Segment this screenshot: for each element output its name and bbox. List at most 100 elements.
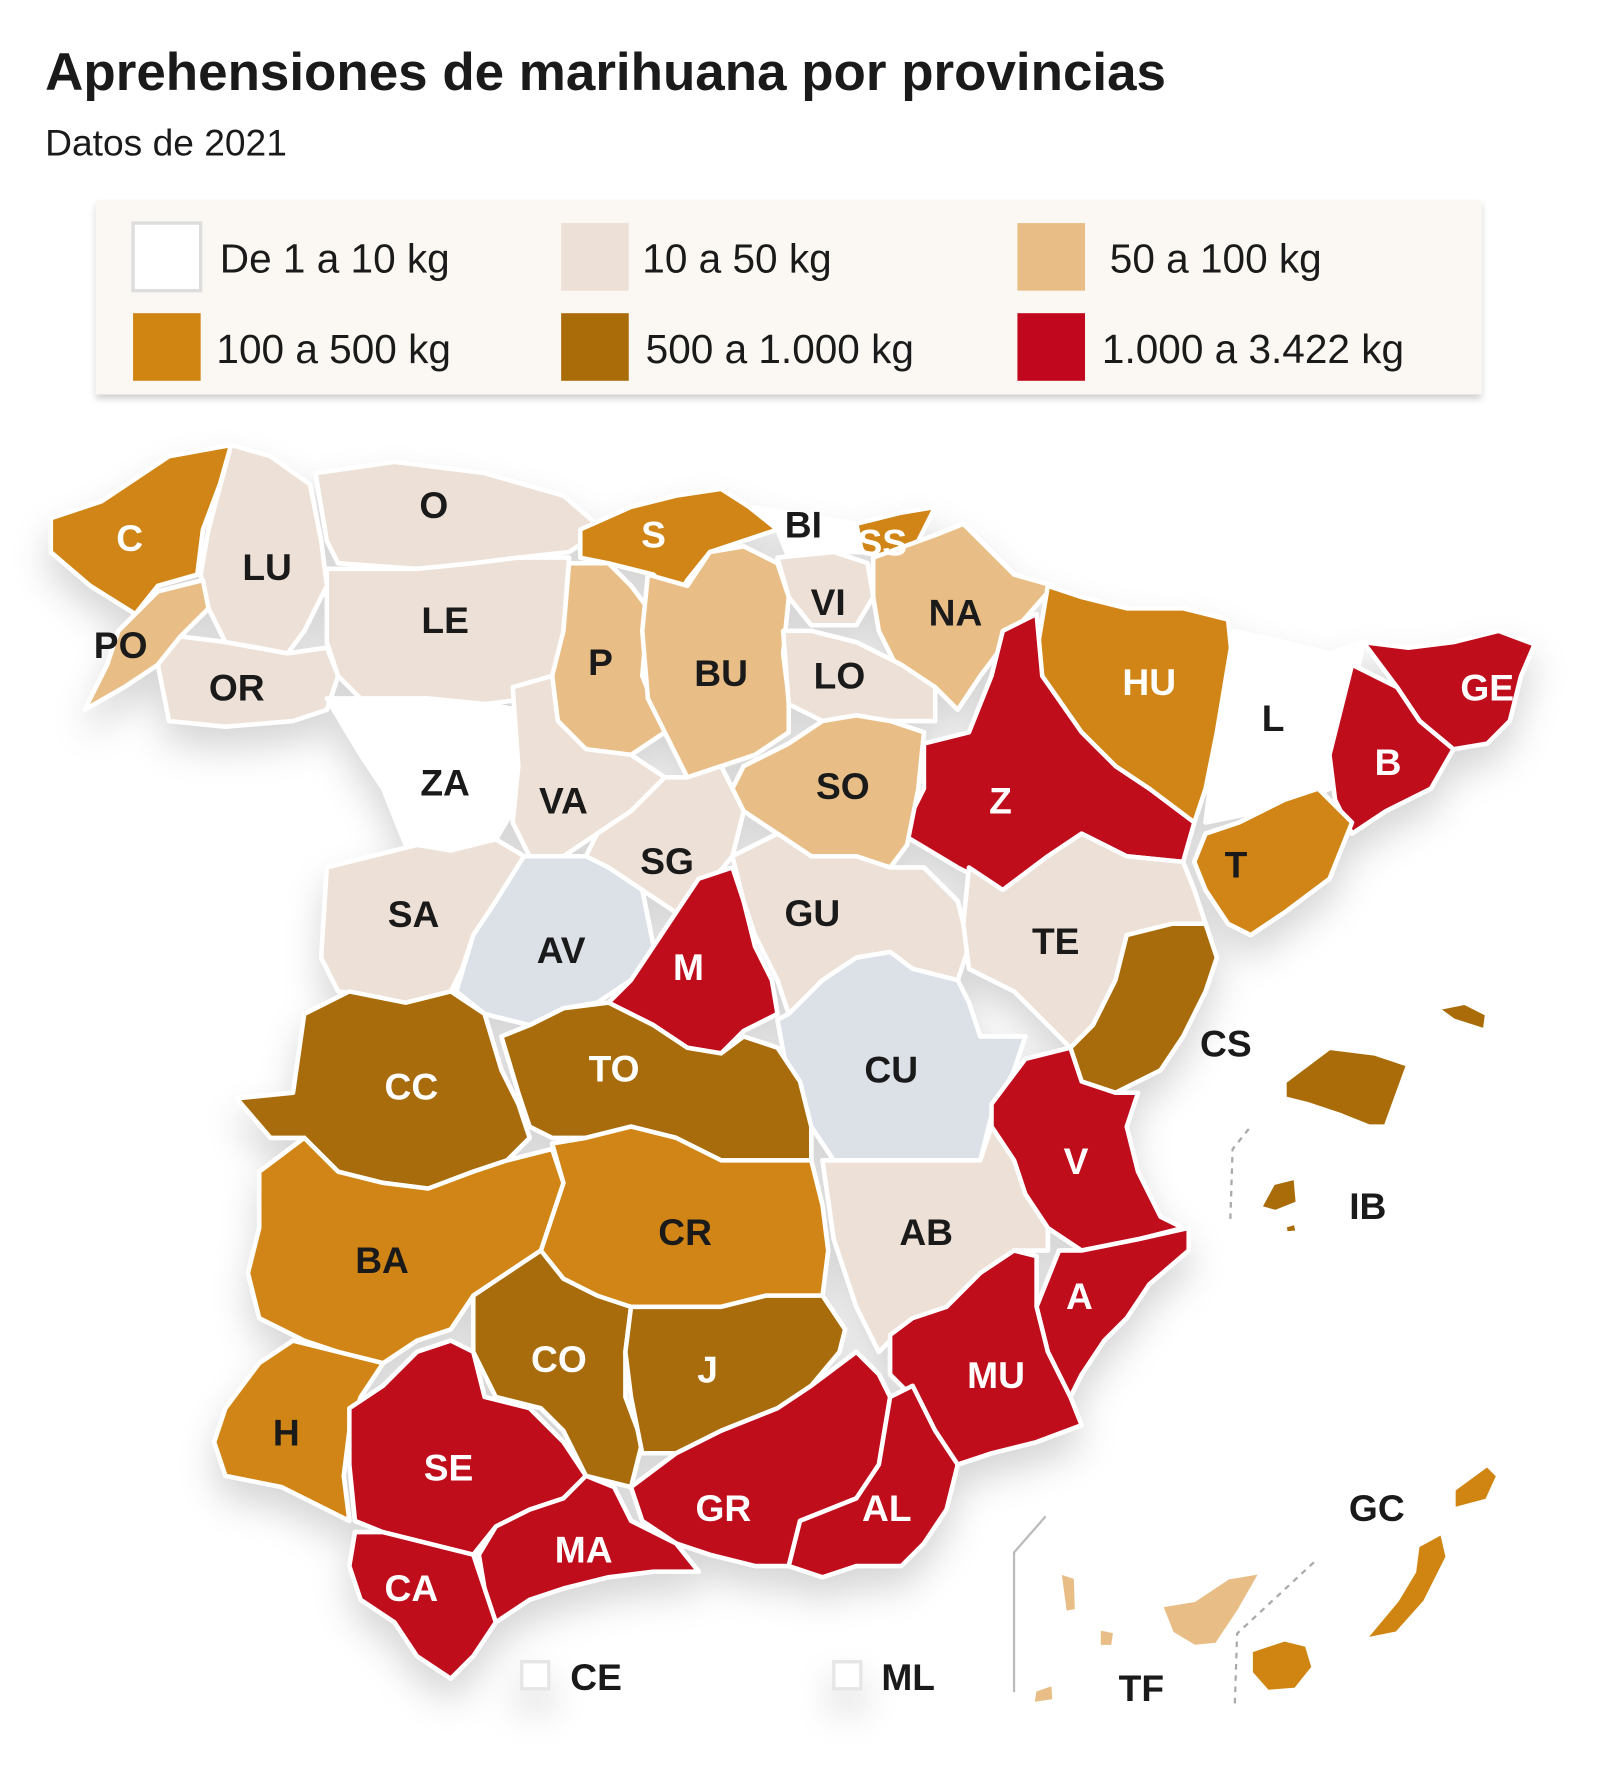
province-h[interactable] <box>211 1338 386 1524</box>
province-label-bi: BI <box>785 503 822 545</box>
province-label-se: SE <box>424 1446 474 1488</box>
province-label-cu: CU <box>864 1049 918 1091</box>
map-title: Aprehensiones de marihuana por provincia… <box>45 43 1166 102</box>
province-shape-lo[interactable] <box>780 628 938 724</box>
province-label-za: ZA <box>420 761 470 803</box>
province-label-o: O <box>419 484 448 526</box>
province-label-ml: ML <box>881 1656 935 1698</box>
province-label-sa: SA <box>388 893 440 935</box>
province-ca[interactable] <box>347 1529 499 1681</box>
canary-province-separator <box>1233 1559 1317 1704</box>
province-lo[interactable] <box>780 628 938 724</box>
province-shape-t[interactable] <box>1192 786 1355 938</box>
legend-label-r6: 1.000 a 3.422 kg <box>1102 326 1404 372</box>
province-ib[interactable] <box>1257 1000 1490 1236</box>
province-ml[interactable] <box>832 1660 863 1691</box>
legend: De 1 a 10 kg 10 a 50 kg 50 a 100 kg 100 a 5… <box>95 200 1482 395</box>
province-label-gr: GR <box>696 1487 752 1529</box>
province-shape-bu[interactable] <box>640 544 791 780</box>
province-label-lo: LO <box>814 654 866 696</box>
province-c[interactable] <box>48 442 234 617</box>
province-label-t: T <box>1225 844 1248 886</box>
province-label-va: VA <box>539 779 588 821</box>
province-shape-bi[interactable] <box>747 504 865 560</box>
province-tf[interactable] <box>1029 1569 1265 1707</box>
province-shape-ib[interactable] <box>1282 1220 1301 1236</box>
province-label-j: J <box>697 1348 718 1390</box>
province-marker-ml[interactable] <box>832 1660 863 1691</box>
province-shape-h[interactable] <box>211 1338 386 1524</box>
province-label-ib: IB <box>1349 1185 1386 1227</box>
province-label-al: AL <box>862 1487 912 1529</box>
province-vi[interactable] <box>775 549 876 628</box>
legend-swatch-r5 <box>561 313 629 381</box>
province-to[interactable] <box>499 1000 814 1163</box>
province-al[interactable] <box>786 1383 960 1580</box>
province-ce[interactable] <box>520 1660 551 1691</box>
province-shape-to[interactable] <box>499 1000 814 1163</box>
province-marker-ce[interactable] <box>520 1660 551 1691</box>
province-s[interactable] <box>578 486 780 600</box>
province-bu[interactable] <box>640 544 791 780</box>
province-shape-c[interactable] <box>48 442 234 617</box>
province-shape-b[interactable] <box>1327 662 1456 836</box>
province-cs[interactable] <box>1068 921 1220 1096</box>
map-subtitle: Datos de 2021 <box>45 121 287 163</box>
province-label-ab: AB <box>899 1211 953 1253</box>
province-b[interactable] <box>1327 662 1456 836</box>
legend-label-r5: 500 a 1.000 kg <box>646 326 914 372</box>
province-label-te: TE <box>1032 920 1079 962</box>
province-label-v: V <box>1064 1140 1089 1182</box>
province-label-tf: TF <box>1119 1667 1164 1709</box>
province-shape-gc[interactable] <box>1361 1529 1451 1643</box>
province-p[interactable] <box>549 561 668 758</box>
province-label-ca: CA <box>384 1567 438 1609</box>
province-so[interactable] <box>730 713 927 870</box>
province-shape-vi[interactable] <box>775 549 876 628</box>
province-gc[interactable] <box>1248 1462 1501 1695</box>
province-label-z: Z <box>989 779 1012 821</box>
province-shape-ib[interactable] <box>1434 1000 1490 1034</box>
province-bi[interactable] <box>747 504 865 560</box>
province-shape-al[interactable] <box>786 1383 960 1580</box>
legend-label-r2: 10 a 50 kg <box>642 236 831 282</box>
province-shape-tf[interactable] <box>1158 1569 1265 1650</box>
province-shape-cs[interactable] <box>1068 921 1220 1096</box>
province-shape-ib[interactable] <box>1257 1175 1301 1215</box>
province-shape-tf[interactable] <box>1056 1569 1080 1616</box>
legend-label-r4: 100 a 500 kg <box>216 326 450 372</box>
province-shape-ca[interactable] <box>347 1529 499 1681</box>
province-shape-p[interactable] <box>549 561 668 758</box>
province-shape-gc[interactable] <box>1248 1636 1316 1695</box>
province-label-le: LE <box>421 599 468 641</box>
province-label-ce: CE <box>570 1656 622 1698</box>
province-po[interactable] <box>82 577 211 713</box>
province-shape-gc[interactable] <box>1451 1462 1501 1512</box>
legend-swatch-r3 <box>1017 223 1086 291</box>
province-label-ge: GE <box>1460 667 1514 709</box>
canary-inset-border <box>1012 1515 1047 1693</box>
province-label-to: TO <box>589 1048 640 1090</box>
province-shape-so[interactable] <box>730 713 927 870</box>
province-label-hu: HU <box>1122 661 1176 703</box>
province-t[interactable] <box>1192 786 1355 938</box>
province-label-l: L <box>1262 697 1285 739</box>
province-label-so: SO <box>816 765 870 807</box>
balearic-separator <box>1229 1125 1252 1220</box>
legend-label-r1: De 1 a 10 kg <box>220 236 450 282</box>
province-label-co: CO <box>531 1338 587 1380</box>
legend-box <box>95 200 1482 395</box>
province-shape-tf[interactable] <box>1029 1680 1057 1707</box>
province-label-ss: SS <box>857 521 907 563</box>
province-shape-tf[interactable] <box>1096 1625 1118 1650</box>
legend-swatch-r4 <box>133 313 201 381</box>
province-shape-ib[interactable] <box>1282 1045 1411 1129</box>
province-label-cs: CS <box>1200 1023 1252 1065</box>
province-label-po: PO <box>94 624 148 666</box>
province-shape-o[interactable] <box>313 459 606 572</box>
province-shape-po[interactable] <box>82 577 211 713</box>
province-o[interactable] <box>313 459 606 572</box>
province-shape-s[interactable] <box>578 486 780 600</box>
